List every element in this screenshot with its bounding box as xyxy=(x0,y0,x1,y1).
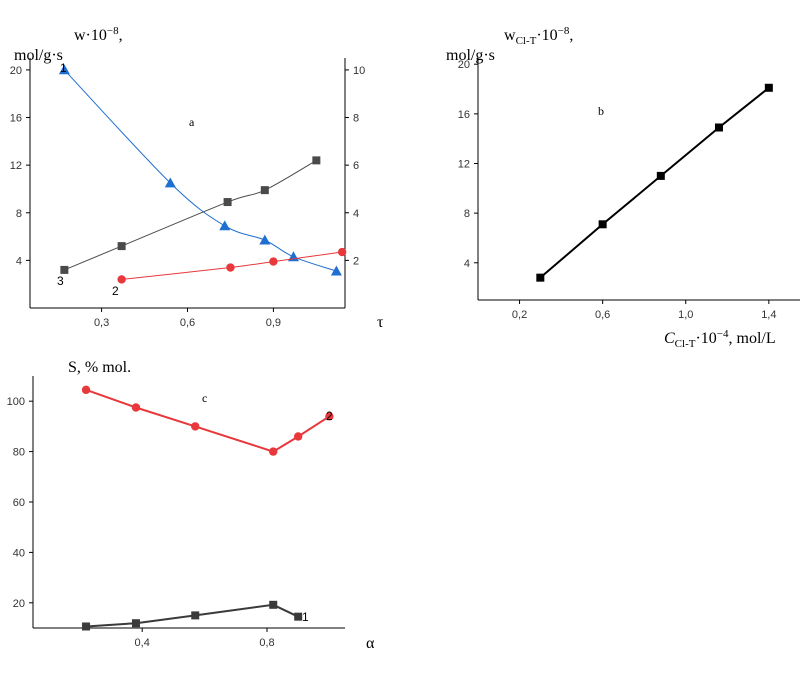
panel-a-series-2-point xyxy=(269,257,278,266)
panel-c-y-tick-label: 80 xyxy=(13,447,25,459)
panel-a-series-3-point xyxy=(60,265,69,274)
panel-b-series-1-point xyxy=(598,220,607,229)
panel-c-series-1-point xyxy=(269,600,278,609)
panel-b-x-tick-label: 0,2 xyxy=(512,309,527,321)
panel-a-series-2-point xyxy=(337,247,347,257)
panel-a-series-1-point xyxy=(164,177,176,188)
panel-b-x-axis-label: CCl-T·10−4, mol/L xyxy=(664,328,776,350)
panel-c-axes: 20 40 60 80 100 0,4 0,8 xyxy=(7,376,345,649)
panel-a-x-tick-label: 0,3 xyxy=(94,317,109,329)
panel-b-y-tick-label: 12 xyxy=(458,158,470,170)
panel-a-series-2-point xyxy=(117,275,126,284)
panel-a-y-tick-label: 16 xyxy=(10,113,22,125)
panel-c-x-tick-label: 0,4 xyxy=(135,637,150,649)
panel-a-y2-tick-label: 8 xyxy=(353,113,359,125)
panel-c-y-tick-label: 20 xyxy=(13,598,25,610)
panel-a-y-tick-label: 20 xyxy=(10,65,22,77)
panel-c-series-2-point xyxy=(191,422,200,431)
panel-b-y-unit: mol/g·s xyxy=(446,47,495,64)
panel-a-series-3-point xyxy=(312,156,321,165)
panel-a-y-tick-label: 4 xyxy=(16,255,22,267)
panel-b-y-tick-label: 4 xyxy=(464,258,470,270)
panel-b-axes: 4 8 12 16 20 0,2 0,6 1,0 1,4 xyxy=(458,58,800,321)
panel-a-series-1-point xyxy=(219,220,231,231)
panel-c-y-tick-label: 60 xyxy=(13,497,25,509)
panel-c-series-2-point xyxy=(81,385,91,395)
panel-b-x-tick-label: 1,4 xyxy=(761,309,776,321)
panel-b-series-1-point xyxy=(536,273,545,282)
panel-c-series-1-point xyxy=(294,612,303,621)
panel-b-label: b xyxy=(598,104,604,118)
panel-a-label: a xyxy=(189,115,195,129)
panel-c-series-1-point xyxy=(82,622,91,631)
panel-a-series-1-point xyxy=(259,234,271,245)
panel-a-series-3-point xyxy=(260,186,269,195)
panel-c-y-axis-label: S, % mol. xyxy=(68,359,131,376)
panel-a-y2-tick-label: 6 xyxy=(353,160,359,172)
panel-a-series-2-label: 2 xyxy=(112,284,119,298)
panel-c-series-2-point xyxy=(269,447,278,456)
panel-c-y-tick-label: 40 xyxy=(13,547,25,559)
panel-a-marks xyxy=(58,64,347,284)
panel-b-x-tick-label: 0,6 xyxy=(595,309,610,321)
panel-b-series-1-point xyxy=(714,123,723,132)
panel-c-y-tick-label: 100 xyxy=(7,396,25,408)
panel-c-series-2-point xyxy=(294,432,303,441)
panel-b-series-1-point xyxy=(656,171,665,180)
panel-c: 20 40 60 80 100 0,4 0,8 S, % mol. α c 2 1 xyxy=(7,359,375,652)
panel-a-series-1-label: 1 xyxy=(60,61,67,75)
panel-c-series-1-point xyxy=(191,611,200,620)
panel-a-series-1-point xyxy=(58,64,70,75)
panel-b-y-tick-label: 20 xyxy=(458,59,470,71)
panel-b-y-axis-label: wCl-T·10−8, xyxy=(504,25,573,47)
panel-a-y-unit: mol/g·s xyxy=(14,47,63,64)
panel-a-x-tick-label: 0,9 xyxy=(266,317,281,329)
panel-a-y2-axis-label: τ xyxy=(377,314,384,331)
panel-c-series-1-point xyxy=(131,619,140,628)
panel-b-series-1-line xyxy=(539,87,770,279)
panel-a-y-axis-label: w·10−8, xyxy=(74,25,123,44)
panel-c-series-2-point xyxy=(325,412,334,421)
panel-b-marks xyxy=(536,83,773,282)
panel-b-y-tick-label: 16 xyxy=(458,109,470,121)
panel-c-series-1-label: 1 xyxy=(302,610,309,624)
panel-c-marks xyxy=(81,385,334,631)
panel-a-y2-tick-label: 4 xyxy=(353,208,359,220)
panel-c-x-axis-label: α xyxy=(366,635,375,652)
panel-c-label: c xyxy=(202,391,207,405)
panel-b-series-1-point xyxy=(764,83,773,92)
panel-a-series-2-line xyxy=(121,251,343,280)
panel-b-x-tick-label: 1,0 xyxy=(678,309,693,321)
panel-a-series-3-line xyxy=(64,159,317,271)
panel-a-y2-tick-label: 2 xyxy=(353,255,359,267)
panel-a-series-3-label: 3 xyxy=(57,274,64,288)
panel-c-x-tick-label: 0,8 xyxy=(259,637,274,649)
panel-a-y-tick-label: 12 xyxy=(10,160,22,172)
panel-a-series-2-point xyxy=(226,263,235,272)
panel-c-series-2-label: 2 xyxy=(326,409,333,423)
panel-a-series-1-point xyxy=(330,265,342,276)
panel-a-series-3-point xyxy=(117,242,126,251)
panel-c-series-2-point xyxy=(131,403,141,412)
panel-a-x-tick-label: 0,6 xyxy=(180,317,195,329)
panel-b-y-tick-label: 8 xyxy=(464,208,470,220)
panel-b: 4 8 12 16 20 0,2 0,6 1,0 1,4 wCl-T·10−8, mol/g·s… xyxy=(446,25,800,350)
panel-c-series-2-line xyxy=(85,388,330,453)
panel-a-y2-tick-label: 10 xyxy=(353,65,365,77)
panel-a-series-1-line xyxy=(63,69,337,272)
panel-a-series-3-point xyxy=(223,198,232,207)
panel-a-y-tick-label: 8 xyxy=(16,208,22,220)
